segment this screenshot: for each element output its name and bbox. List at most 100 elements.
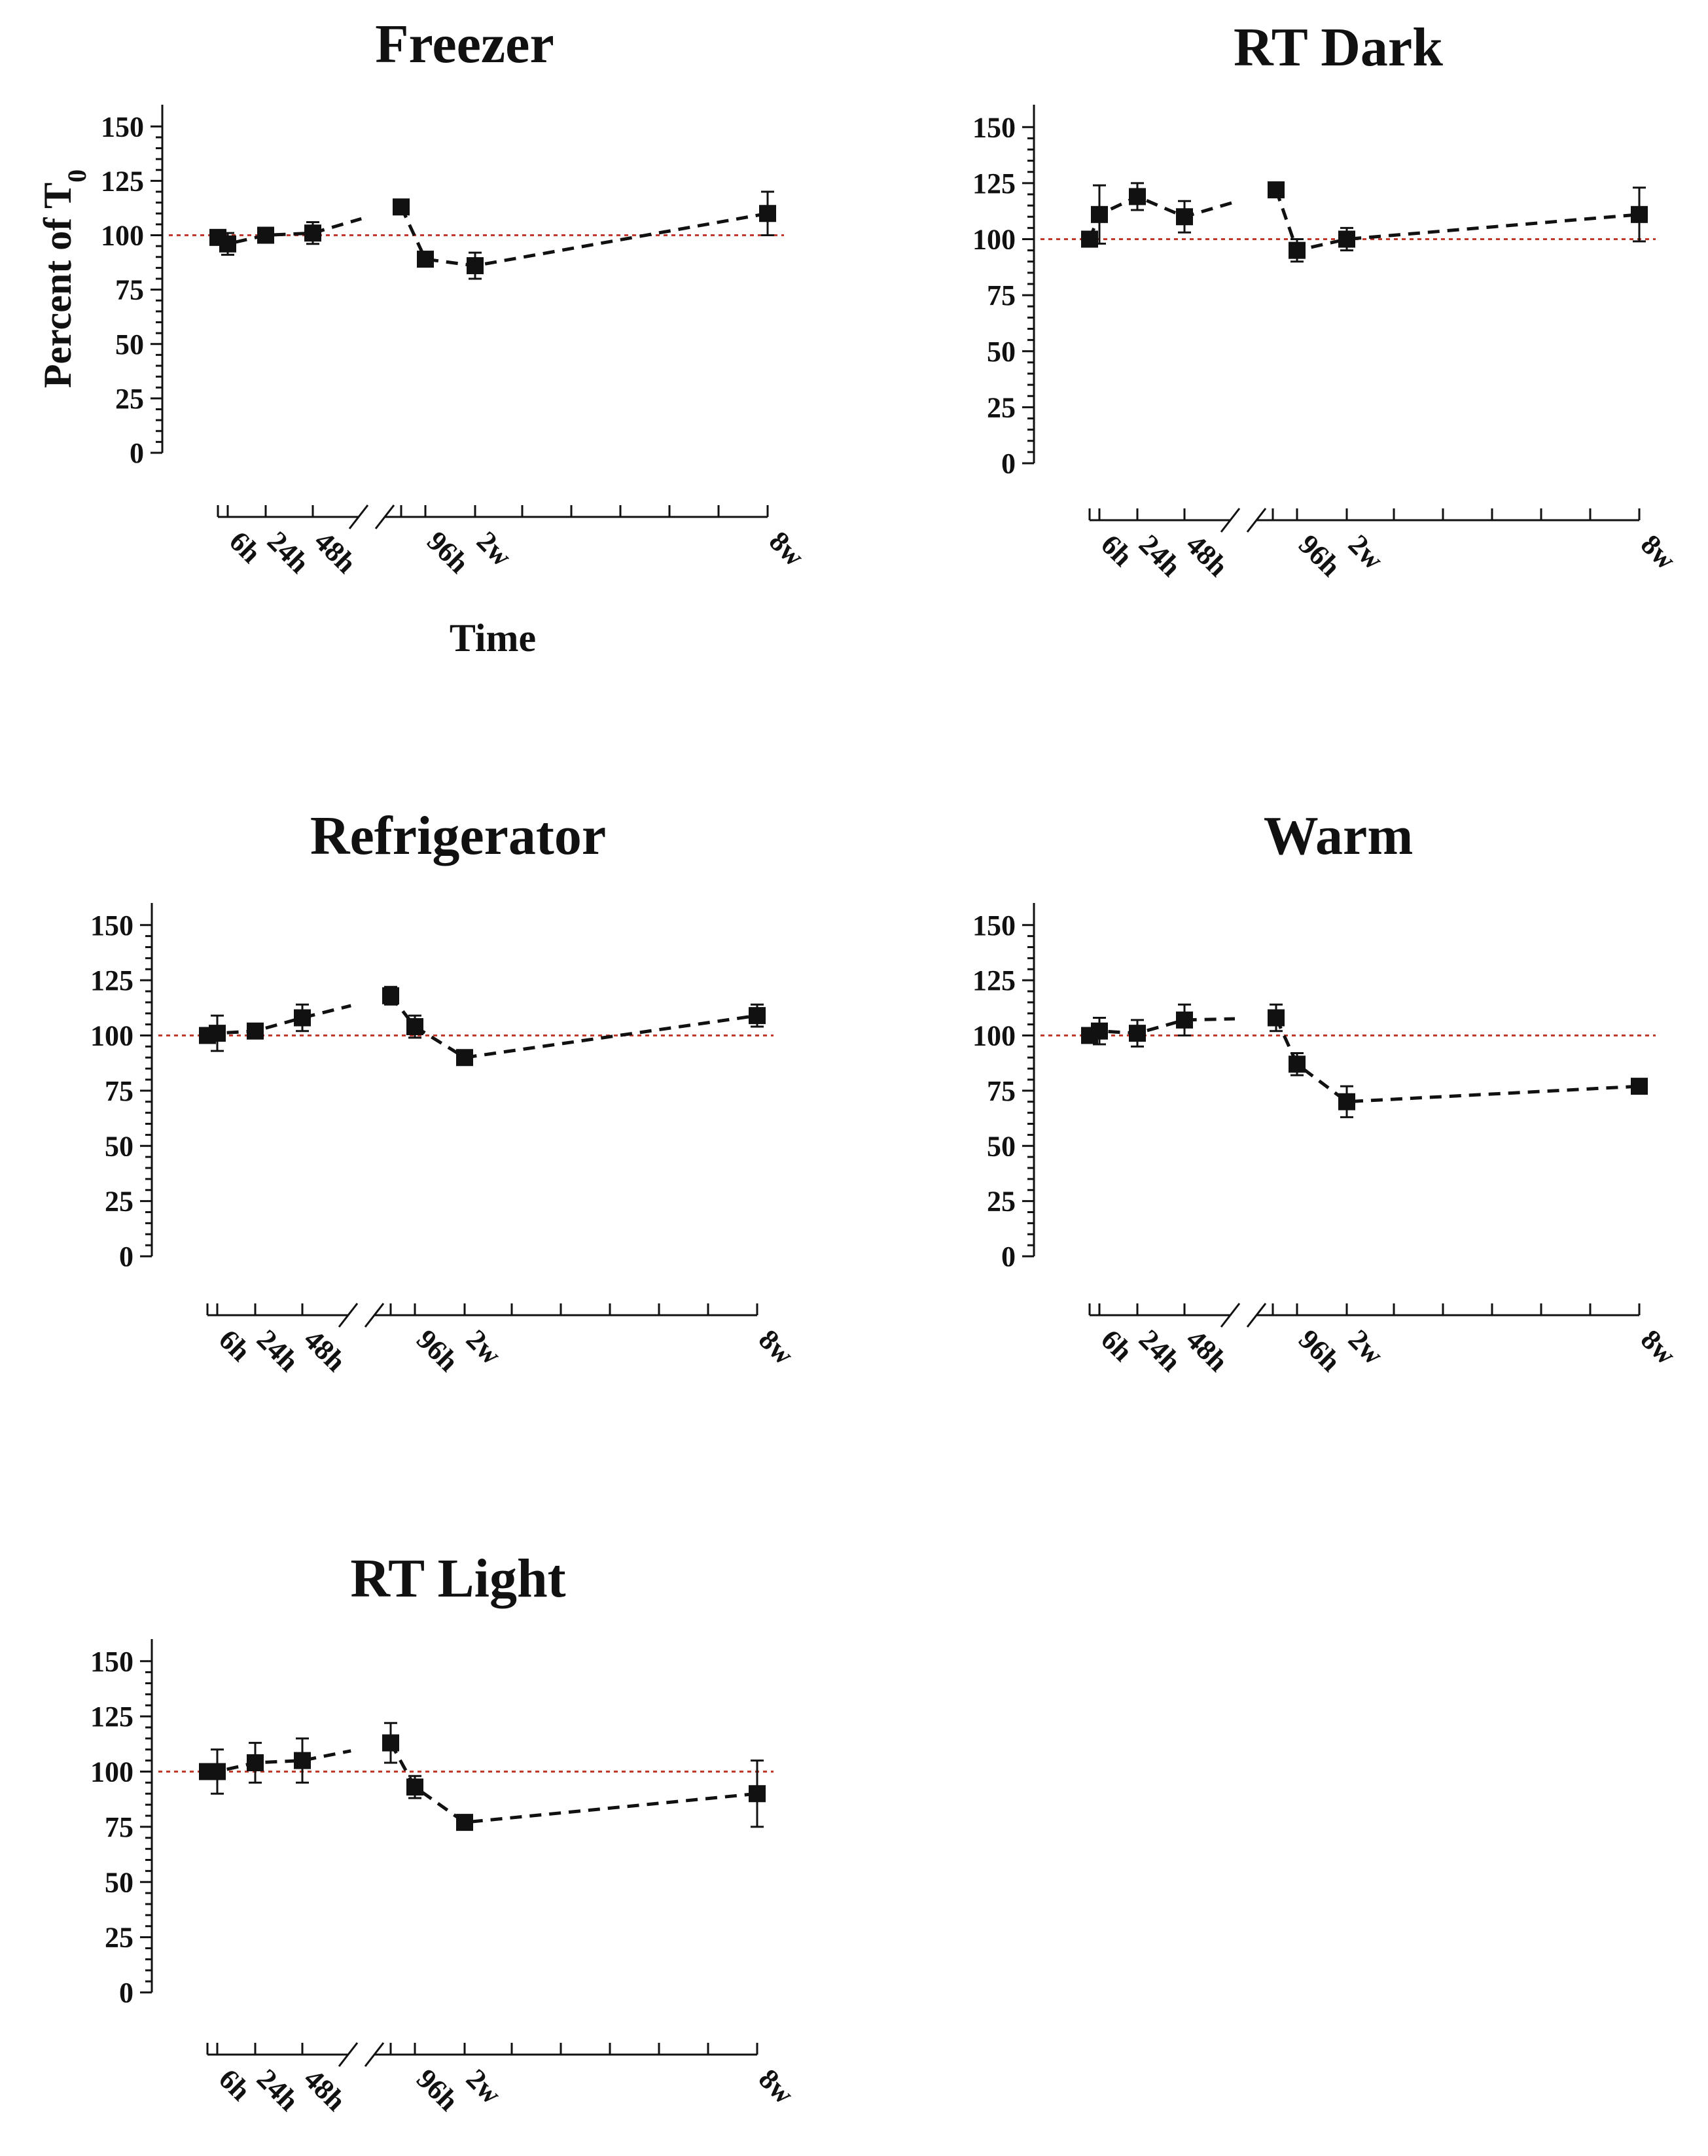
data-marker	[1176, 1011, 1193, 1029]
y-tick-label: 125	[101, 165, 144, 197]
y-tick-label: 75	[987, 279, 1016, 311]
data-point	[257, 226, 274, 244]
data-marker	[209, 1763, 226, 1780]
x-tick-label: 2w	[471, 525, 518, 573]
data-point	[1268, 1003, 1285, 1033]
data-marker	[1631, 205, 1648, 223]
series-line-segment	[207, 1004, 351, 1037]
series-line-segment	[1088, 1017, 1236, 1037]
data-point	[1129, 182, 1146, 211]
data-point	[406, 1775, 423, 1799]
x-tick-label: 96h	[1292, 528, 1347, 582]
data-marker	[1091, 205, 1108, 223]
data-point	[1268, 181, 1285, 199]
data-marker	[294, 1009, 311, 1027]
data-point	[294, 1737, 311, 1784]
y-tick-label: 125	[972, 168, 1016, 200]
series-line-segment	[399, 206, 768, 268]
x-tick-label: 48h	[308, 525, 363, 579]
data-point	[247, 1742, 264, 1784]
data-point	[1129, 1019, 1146, 1048]
x-tick-label: 96h	[410, 1323, 465, 1377]
data-point	[304, 221, 321, 245]
y-tick-label: 150	[101, 111, 144, 143]
data-point	[219, 232, 236, 256]
y-tick-label: 125	[972, 964, 1016, 997]
axis-break-mark	[374, 504, 395, 529]
data-marker	[382, 987, 399, 1004]
data-point	[406, 1014, 423, 1039]
y-tick-label: 25	[105, 1186, 133, 1218]
data-marker	[749, 1785, 766, 1803]
data-marker	[1631, 1078, 1648, 1095]
data-marker	[759, 205, 776, 222]
data-point	[247, 1022, 264, 1040]
data-marker	[1338, 1093, 1355, 1110]
series-line-segment	[1274, 189, 1640, 253]
data-marker	[304, 224, 321, 242]
data-marker	[467, 257, 484, 275]
x-tick-label: 24h	[251, 1323, 305, 1377]
data-marker	[456, 1814, 473, 1831]
data-marker	[209, 1025, 226, 1042]
data-marker	[247, 1754, 264, 1771]
data-marker	[219, 235, 236, 253]
axis-break-mark	[1246, 1303, 1267, 1328]
x-tick-label: 24h	[1133, 1323, 1187, 1377]
x-tick-label: 6h	[223, 525, 268, 569]
x-tick-label: 24h	[261, 525, 315, 579]
y-tick-label: 0	[130, 437, 144, 469]
data-marker	[1091, 1022, 1108, 1040]
data-marker	[406, 1018, 423, 1035]
y-tick-label: 0	[1001, 1241, 1016, 1273]
data-point	[294, 1003, 311, 1033]
data-point	[1631, 1078, 1648, 1095]
y-tick-label: 25	[115, 383, 144, 415]
x-tick-label: 2w	[460, 1323, 508, 1371]
data-point	[1289, 1052, 1306, 1076]
x-tick-label: 96h	[410, 2062, 465, 2117]
y-tick-label: 150	[972, 910, 1016, 942]
y-tick-label: 100	[90, 1020, 133, 1052]
data-point	[1091, 1017, 1108, 1046]
data-point	[1289, 238, 1306, 263]
data-marker	[294, 1752, 311, 1769]
y-tick-label: 50	[105, 1130, 133, 1162]
data-marker	[749, 1007, 766, 1025]
x-tick-label: 48h	[298, 2062, 352, 2117]
data-marker	[1129, 1025, 1146, 1042]
y-tick-label: 0	[119, 1977, 133, 2009]
y-tick-label: 150	[90, 910, 133, 942]
data-marker	[257, 226, 274, 244]
x-tick-label: 8w	[753, 2062, 800, 2110]
data-point	[1091, 184, 1108, 245]
x-tick-label: 96h	[421, 525, 475, 579]
data-marker	[406, 1778, 423, 1796]
data-point	[456, 1814, 473, 1831]
y-tick-label: 100	[90, 1756, 133, 1788]
data-marker	[1268, 1009, 1285, 1027]
data-point	[456, 1049, 473, 1067]
y-tick-label: 100	[972, 224, 1016, 256]
data-marker	[1338, 230, 1355, 248]
chart-title: Freezer	[375, 14, 554, 75]
series-line-segment	[1088, 194, 1236, 240]
y-tick-label: 50	[115, 328, 144, 361]
data-marker	[247, 1022, 264, 1040]
y-tick-label: 100	[972, 1020, 1016, 1052]
data-marker	[1289, 241, 1306, 259]
y-tick-label: 150	[972, 111, 1016, 143]
data-point	[1176, 1003, 1193, 1036]
x-tick-label: 96h	[1292, 1323, 1347, 1377]
data-marker	[1129, 188, 1146, 205]
x-tick-label: 6h	[1095, 528, 1139, 573]
series-line-segment	[207, 1749, 351, 1773]
chart-title: Warm	[1264, 805, 1414, 866]
axis-break-mark	[364, 1303, 385, 1328]
axis-break-mark	[1220, 1303, 1241, 1328]
